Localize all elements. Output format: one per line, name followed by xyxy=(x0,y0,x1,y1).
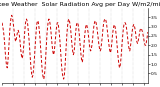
Title: Milwaukee Weather  Solar Radiation Avg per Day W/m2/minute: Milwaukee Weather Solar Radiation Avg pe… xyxy=(0,2,160,7)
